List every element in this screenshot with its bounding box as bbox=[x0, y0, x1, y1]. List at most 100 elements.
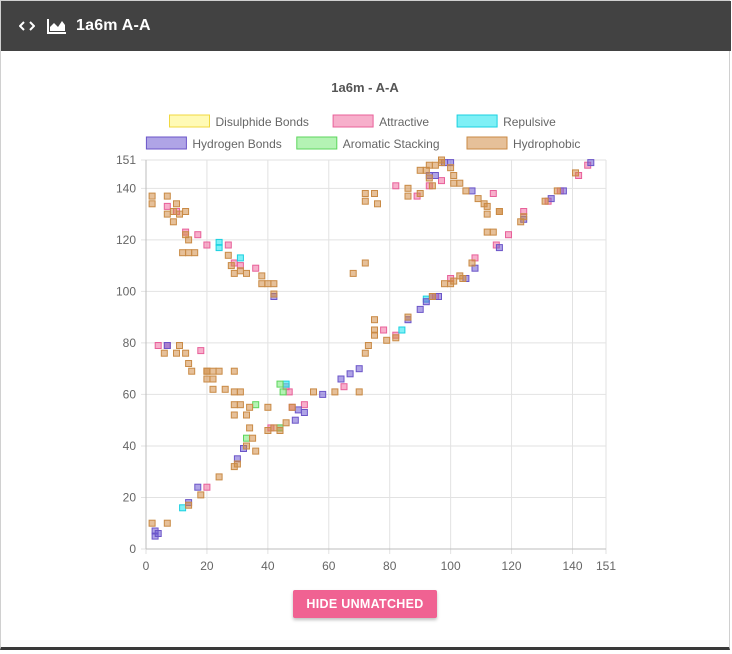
data-point bbox=[270, 424, 278, 432]
y-tick-label: 140 bbox=[116, 181, 136, 195]
data-point bbox=[404, 192, 412, 200]
data-point bbox=[203, 241, 211, 249]
data-point bbox=[294, 406, 302, 414]
data-point bbox=[169, 218, 177, 226]
x-tick-label: 140 bbox=[562, 559, 582, 573]
legend-swatch bbox=[296, 136, 338, 150]
data-point bbox=[215, 473, 223, 481]
data-point bbox=[383, 336, 391, 344]
data-point bbox=[489, 190, 497, 197]
data-point bbox=[243, 269, 250, 277]
data-point bbox=[468, 187, 476, 195]
data-point bbox=[450, 277, 458, 285]
data-point bbox=[553, 187, 561, 195]
legend-swatch bbox=[332, 114, 374, 128]
data-point bbox=[163, 519, 171, 527]
data-point bbox=[252, 447, 260, 455]
data-point bbox=[270, 290, 278, 298]
data-point bbox=[264, 427, 272, 434]
area-chart-icon bbox=[47, 17, 67, 35]
legend-swatch bbox=[456, 114, 498, 128]
data-point bbox=[230, 388, 238, 396]
data-point bbox=[425, 161, 433, 169]
data-point bbox=[282, 419, 290, 427]
x-tick-label: 120 bbox=[502, 559, 522, 573]
data-point bbox=[276, 380, 284, 388]
data-point bbox=[163, 202, 171, 210]
data-point bbox=[209, 385, 217, 393]
data-point bbox=[194, 483, 202, 491]
data-point bbox=[310, 388, 317, 396]
y-tick-label: 100 bbox=[116, 284, 136, 298]
data-point bbox=[371, 316, 378, 324]
data-point bbox=[243, 434, 250, 442]
data-point bbox=[182, 231, 190, 239]
data-point bbox=[203, 367, 211, 375]
y-tick-label: 80 bbox=[123, 336, 137, 350]
data-point bbox=[489, 228, 497, 236]
y-tick-label: 60 bbox=[123, 387, 137, 401]
data-point bbox=[279, 388, 287, 396]
data-point bbox=[340, 383, 348, 391]
data-point bbox=[230, 401, 238, 409]
data-point bbox=[398, 326, 406, 334]
data-point bbox=[441, 280, 448, 288]
data-point bbox=[179, 249, 187, 257]
y-tick-label: 20 bbox=[123, 490, 137, 504]
data-point bbox=[468, 259, 476, 267]
data-point bbox=[243, 442, 250, 450]
data-point bbox=[258, 280, 266, 288]
data-point bbox=[404, 184, 412, 192]
data-point bbox=[163, 192, 171, 200]
data-point bbox=[188, 367, 196, 375]
x-tick-label: 80 bbox=[383, 559, 397, 573]
data-point bbox=[462, 187, 470, 195]
data-point bbox=[185, 360, 193, 367]
data-point bbox=[243, 411, 250, 419]
data-point bbox=[422, 298, 430, 306]
data-point bbox=[252, 401, 260, 409]
legend-item: Hydrogen Bonds bbox=[145, 136, 282, 151]
data-point bbox=[459, 275, 467, 282]
x-tick-label: 40 bbox=[261, 559, 275, 573]
data-point bbox=[169, 208, 177, 215]
data-point bbox=[185, 249, 193, 257]
legend-label: Disulphide Bonds bbox=[216, 115, 309, 129]
data-point bbox=[319, 390, 327, 398]
data-point bbox=[587, 159, 595, 167]
data-point bbox=[282, 380, 290, 388]
data-point bbox=[215, 367, 223, 375]
data-point bbox=[438, 156, 445, 164]
data-point bbox=[505, 231, 512, 239]
data-point bbox=[163, 342, 171, 349]
data-point bbox=[221, 385, 229, 393]
data-point bbox=[300, 409, 308, 416]
data-point bbox=[236, 267, 244, 275]
data-point bbox=[236, 254, 244, 262]
data-point bbox=[474, 195, 482, 203]
data-point bbox=[209, 375, 217, 383]
hide-unmatched-button[interactable]: HIDE UNMATCHED bbox=[293, 590, 437, 618]
data-point bbox=[182, 349, 190, 357]
data-point bbox=[346, 370, 354, 378]
data-point bbox=[337, 375, 345, 383]
code-icon[interactable] bbox=[19, 17, 37, 35]
header-bar: 1a6m A-A bbox=[1, 1, 731, 51]
data-point bbox=[276, 427, 284, 434]
data-point bbox=[182, 208, 190, 215]
data-point bbox=[450, 179, 458, 187]
data-point bbox=[148, 200, 156, 208]
chart-axes: 0 20 40 60 80 100 120 140 151 0 20 40 60 80 100 120 140 1… bbox=[116, 153, 616, 573]
data-point bbox=[230, 367, 238, 375]
data-point bbox=[288, 403, 296, 411]
legend-label: Hydrogen Bonds bbox=[192, 137, 281, 151]
data-point bbox=[361, 190, 369, 197]
data-point bbox=[270, 280, 278, 288]
data-point bbox=[224, 241, 232, 249]
data-point bbox=[154, 530, 162, 537]
data-point bbox=[438, 177, 445, 185]
data-point bbox=[392, 334, 400, 342]
chart-grid bbox=[141, 159, 607, 554]
data-point bbox=[483, 228, 491, 236]
data-point bbox=[416, 166, 424, 174]
